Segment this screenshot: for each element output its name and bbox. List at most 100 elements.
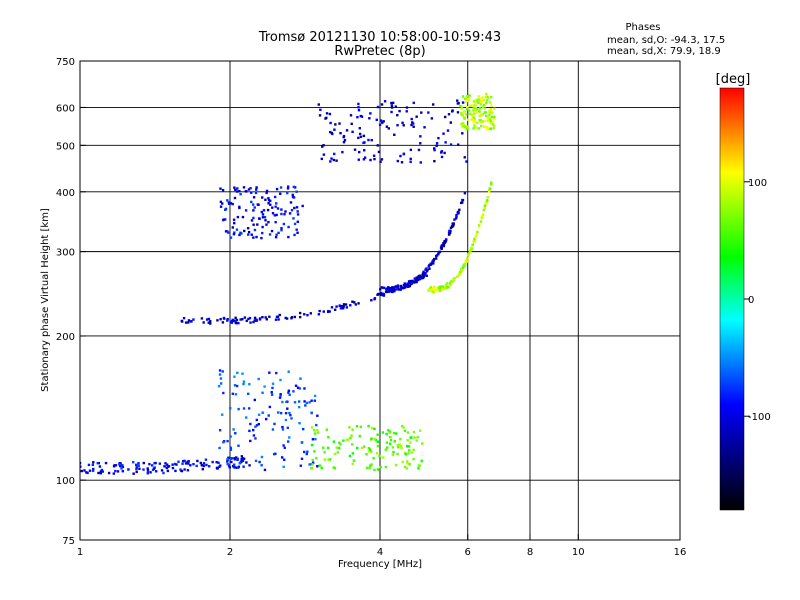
data-point — [408, 462, 411, 466]
data-point — [237, 465, 241, 468]
data-point — [485, 101, 488, 105]
data-point — [209, 322, 212, 325]
data-point — [348, 454, 352, 458]
data-point — [148, 462, 151, 466]
data-point — [135, 470, 138, 474]
data-point — [204, 458, 208, 461]
data-point — [332, 158, 336, 162]
data-point — [322, 153, 326, 156]
data-point — [408, 449, 411, 452]
data-point — [298, 315, 302, 319]
data-point — [272, 452, 276, 456]
data-point — [433, 147, 436, 150]
data-point — [240, 460, 243, 463]
data-point — [121, 464, 124, 467]
data-point — [247, 392, 250, 396]
data-point — [403, 282, 406, 285]
data-point — [415, 278, 419, 281]
data-point — [480, 96, 483, 100]
data-point — [286, 187, 290, 190]
data-point — [333, 308, 337, 311]
data-point — [455, 214, 458, 217]
colorbar-ticks: 100 0 -100 — [744, 178, 771, 423]
data-point — [270, 390, 273, 394]
data-point — [422, 274, 426, 277]
data-point — [233, 231, 236, 234]
data-point — [417, 148, 421, 152]
data-point — [461, 113, 465, 116]
data-point — [165, 466, 169, 470]
data-point — [479, 114, 483, 117]
data-point — [356, 446, 359, 450]
data-point — [409, 160, 412, 164]
data-point — [255, 188, 258, 191]
data-point — [268, 405, 272, 409]
data-point — [473, 237, 476, 241]
data-point — [400, 446, 403, 450]
data-point — [389, 435, 392, 439]
data-point — [349, 304, 352, 307]
data-point — [226, 319, 229, 322]
data-point — [460, 268, 463, 271]
data-point — [152, 467, 156, 470]
data-point — [480, 100, 483, 103]
data-point — [274, 205, 277, 208]
data-point — [342, 134, 346, 138]
data-point — [359, 425, 363, 429]
data-point — [290, 208, 294, 212]
data-point — [360, 446, 364, 450]
data-point — [408, 281, 411, 285]
data-point — [448, 282, 452, 285]
data-point — [235, 384, 239, 388]
data-point — [166, 469, 170, 473]
data-point — [233, 375, 236, 378]
data-point — [242, 382, 245, 386]
data-point — [179, 468, 182, 471]
data-point — [293, 222, 297, 226]
data-point — [265, 191, 268, 195]
data-point — [242, 380, 246, 383]
data-point — [353, 301, 356, 304]
data-point — [226, 439, 229, 443]
data-point — [334, 123, 337, 126]
data-point — [286, 407, 289, 410]
data-point — [385, 289, 388, 293]
data-point — [132, 472, 135, 475]
data-point — [231, 392, 235, 396]
data-point — [260, 455, 264, 459]
data-point — [311, 458, 314, 462]
data-point — [287, 235, 290, 239]
data-point — [387, 127, 391, 130]
data-point — [413, 436, 416, 439]
data-point — [160, 469, 164, 472]
data-point — [489, 127, 492, 130]
data-point — [187, 319, 191, 322]
data-point — [417, 467, 420, 470]
data-point — [474, 235, 478, 238]
data-point — [349, 436, 352, 440]
data-point — [472, 118, 475, 121]
data-point — [488, 109, 491, 112]
data-point — [215, 466, 219, 470]
data-point — [86, 471, 89, 475]
data-point — [472, 116, 476, 119]
data-point — [467, 252, 470, 256]
data-point — [226, 457, 229, 461]
data-point — [257, 203, 260, 206]
data-point — [459, 270, 462, 274]
data-point — [355, 425, 359, 428]
data-point — [268, 233, 272, 236]
data-point — [88, 469, 92, 472]
data-point — [308, 401, 311, 404]
data-point — [255, 424, 259, 427]
data-point — [255, 319, 259, 322]
data-point — [330, 157, 333, 160]
data-point — [342, 140, 346, 144]
data-point — [404, 453, 408, 456]
data-point — [385, 125, 389, 128]
data-point — [113, 464, 116, 467]
data-point — [448, 232, 451, 236]
data-point — [464, 260, 467, 263]
data-point — [279, 395, 282, 398]
data-point — [460, 106, 464, 109]
